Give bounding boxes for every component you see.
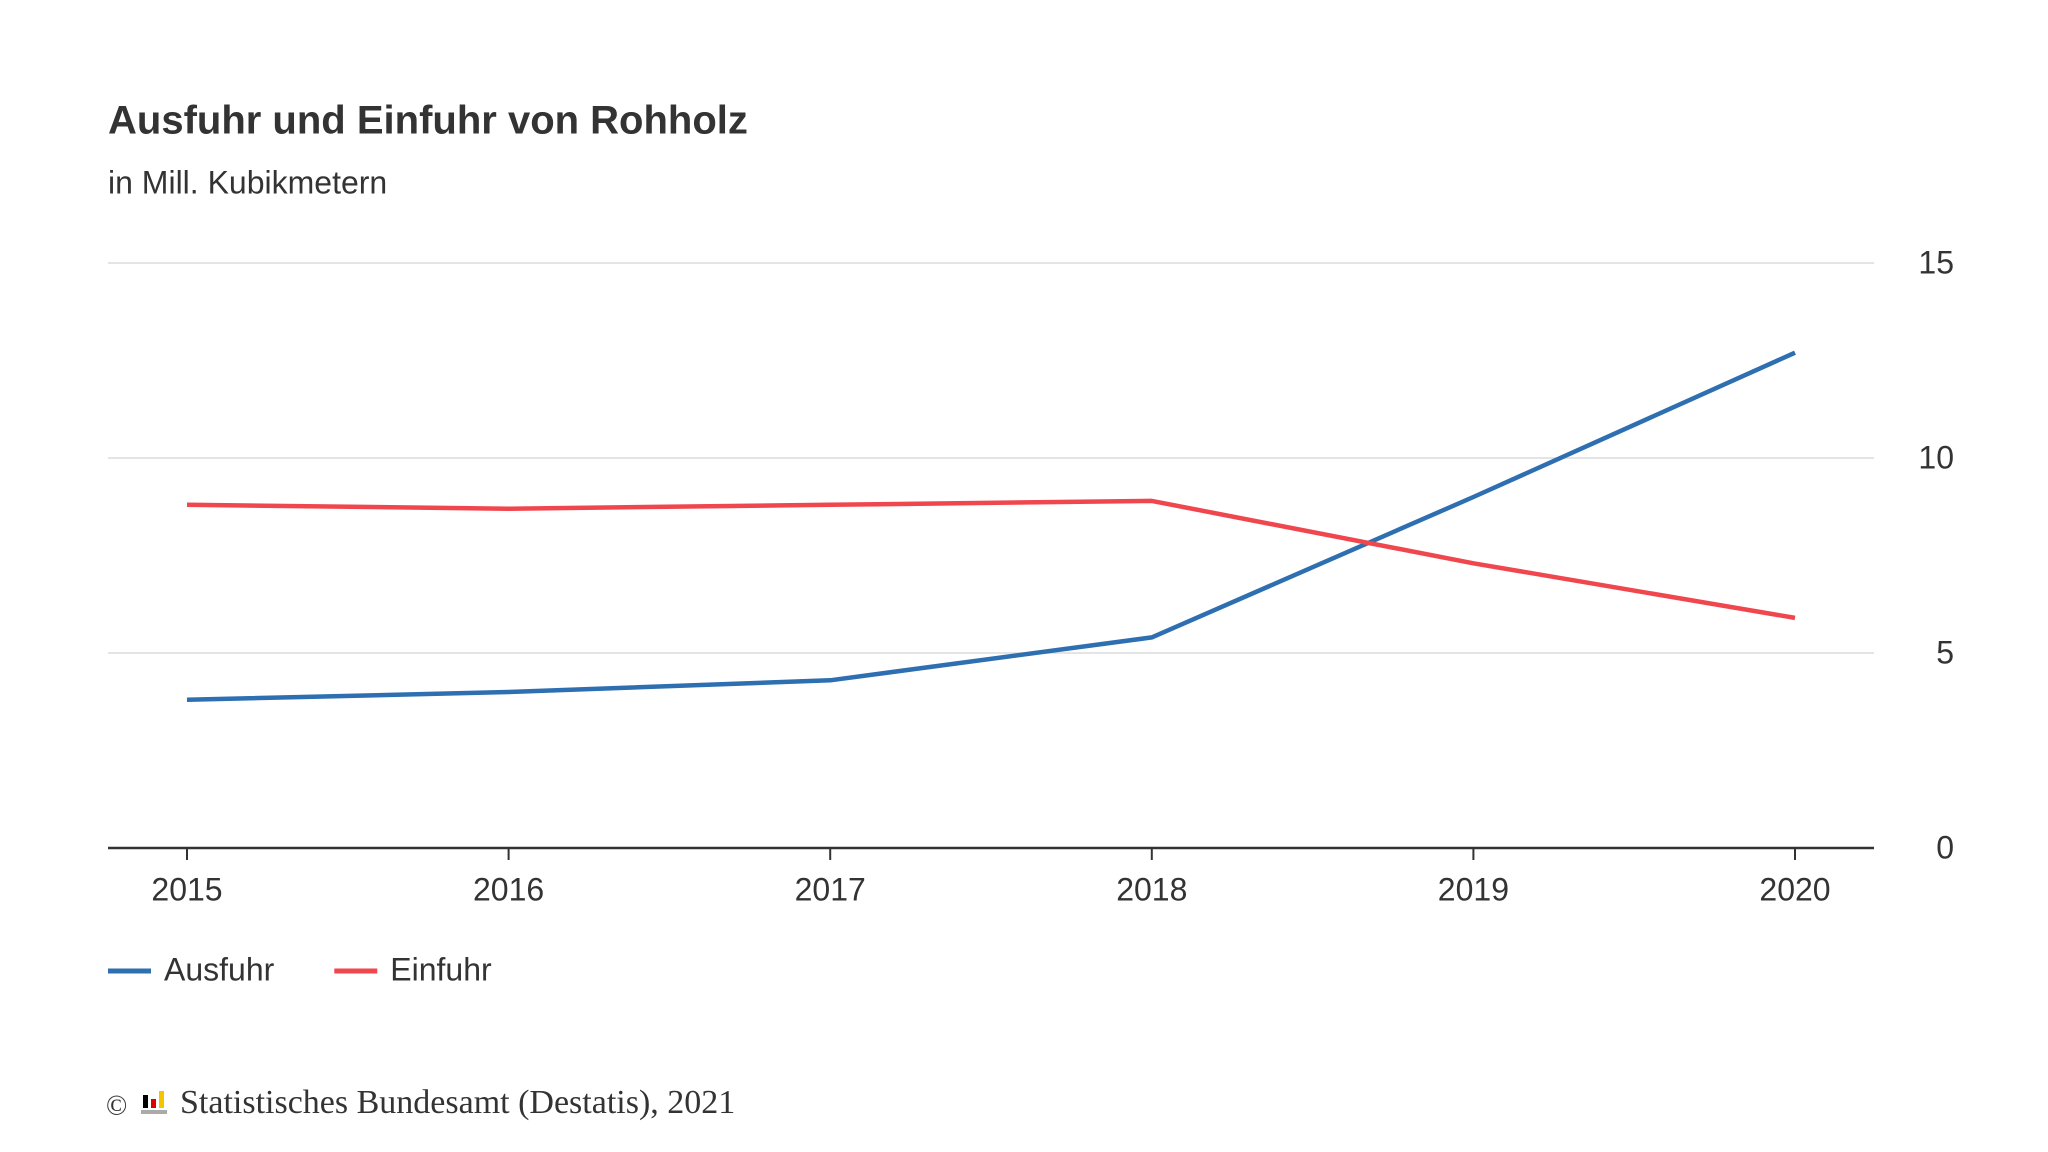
data-line	[186, 350, 1796, 703]
legend-label: Einfuhr	[390, 951, 492, 987]
x-tick-label: 2019	[1438, 871, 1509, 907]
y-tick-label: 10	[1918, 439, 1954, 475]
chart-subtitle: in Mill. Kubikmetern	[108, 164, 387, 200]
x-tick-label: 2020	[1759, 871, 1830, 907]
x-tick-label: 2018	[1116, 871, 1187, 907]
y-tick-label: 15	[1918, 244, 1954, 280]
x-tick-label: 2017	[795, 871, 866, 907]
x-tick-label: 2015	[151, 871, 222, 907]
source-logo	[141, 1091, 167, 1114]
data-line	[186, 498, 1796, 621]
y-tick-label: 0	[1936, 829, 1954, 865]
x-tick-label: 2016	[473, 871, 544, 907]
y-tick-label: 5	[1936, 634, 1954, 670]
chart-title: Ausfuhr und Einfuhr von Rohholz	[108, 99, 748, 143]
legend-label: Ausfuhr	[164, 951, 275, 987]
copyright: ©	[106, 1090, 127, 1121]
source: Statistisches Bundesamt (Destatis), 2021	[180, 1084, 735, 1121]
